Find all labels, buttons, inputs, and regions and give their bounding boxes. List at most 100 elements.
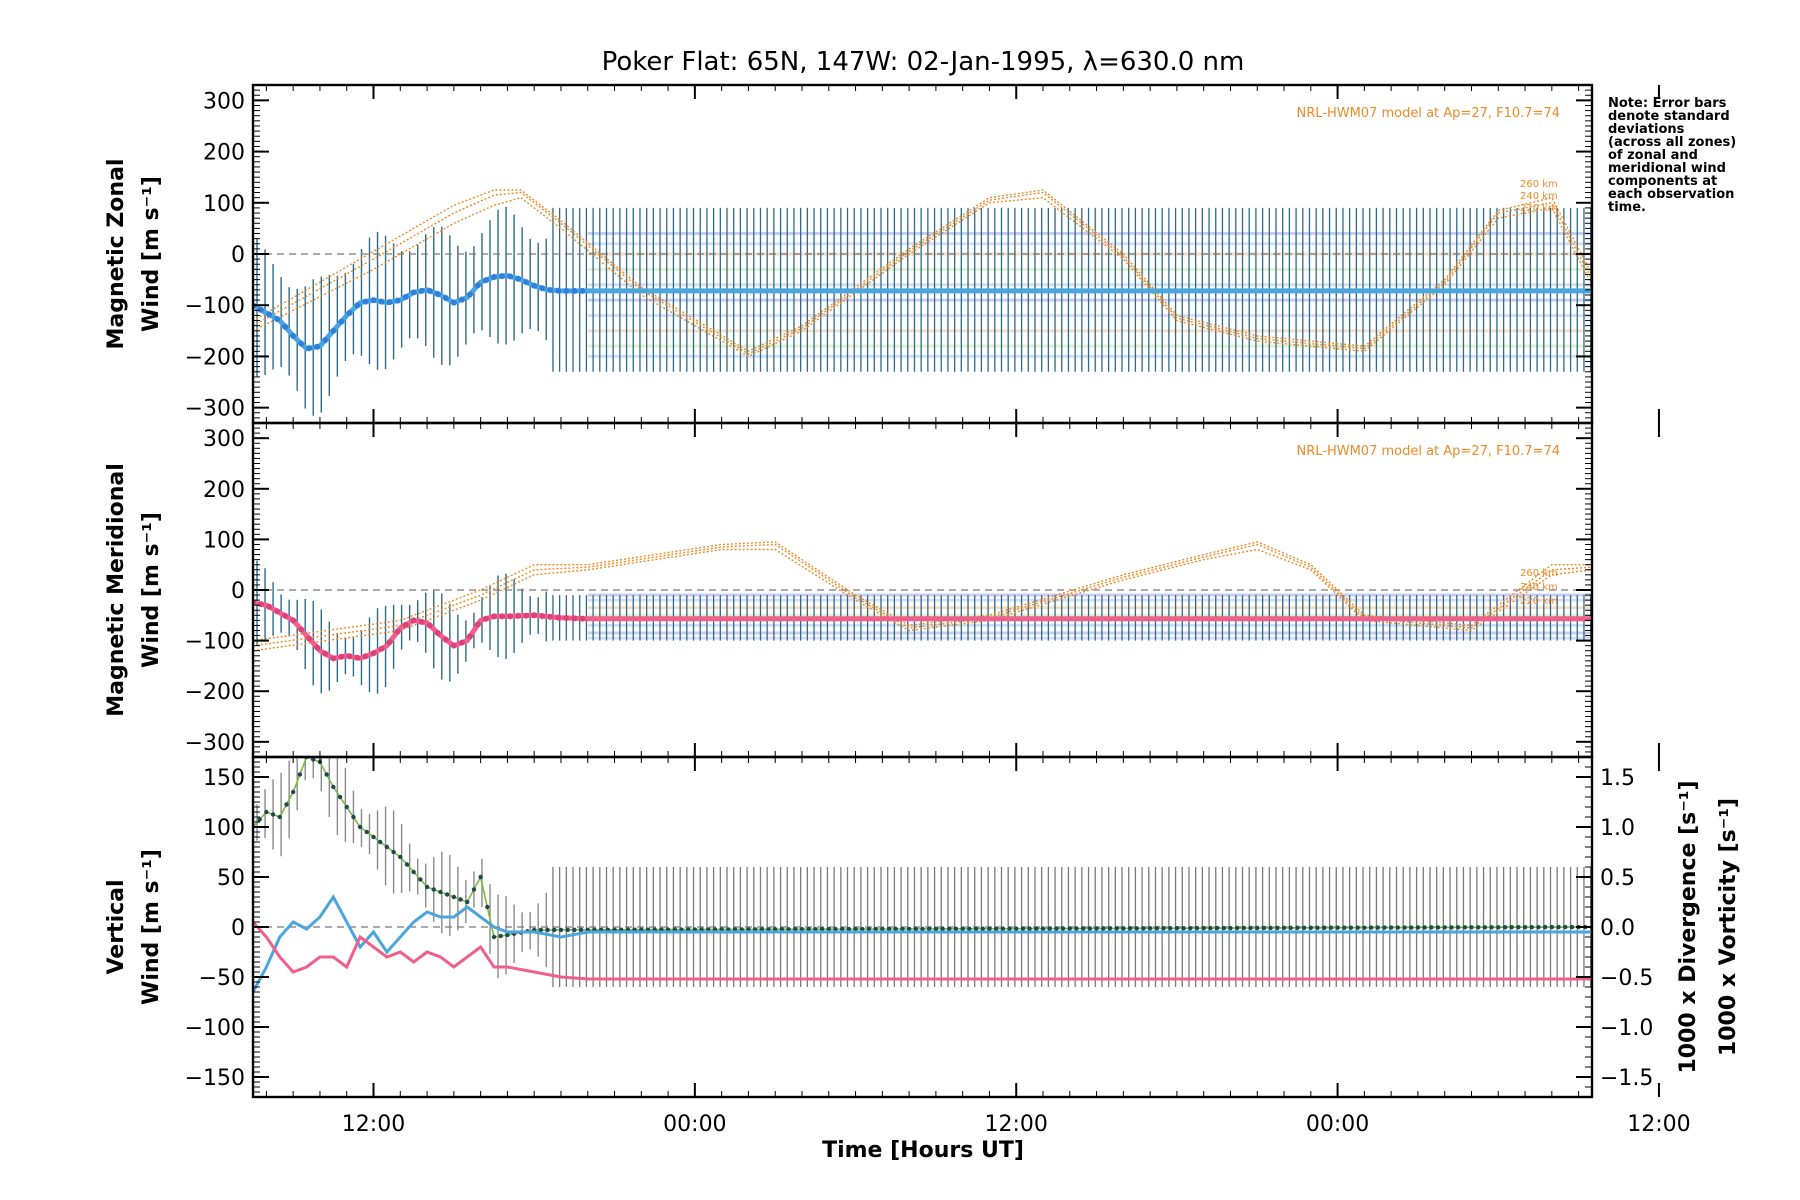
vertical-wind-point — [900, 926, 905, 932]
mean-wind-point — [266, 311, 273, 318]
vertical-wind-point — [1154, 926, 1160, 931]
vertical-wind-point — [926, 926, 932, 932]
vertical-wind-point — [1509, 925, 1514, 930]
vertical-wind-point — [1027, 926, 1032, 931]
vertical-wind-point — [1375, 925, 1380, 930]
vertical-wind-point — [1181, 925, 1186, 931]
mean-wind-point — [378, 645, 385, 652]
vertical-wind-point — [1455, 925, 1461, 930]
mean-wind-point — [410, 617, 417, 624]
vertical-wind-point — [364, 829, 370, 835]
vertical-wind-point — [1402, 925, 1407, 930]
mean-wind-point — [515, 275, 522, 282]
vertical-wind-point — [1241, 925, 1247, 931]
model-altitude-label: 240 km — [1520, 582, 1558, 593]
mean-wind-point — [306, 635, 313, 642]
y-tick-label: 0 — [231, 916, 245, 941]
vertical-wind-point — [418, 877, 423, 882]
vertical-wind-point — [786, 927, 791, 932]
y-tick-label: −300 — [185, 731, 245, 756]
y2-tick-label: 0.0 — [1600, 916, 1635, 941]
mean-wind-point — [539, 285, 546, 292]
vertical-wind-point — [819, 926, 825, 932]
vertical-wind-point — [1529, 924, 1534, 930]
note-line: denote standard — [1608, 109, 1730, 124]
mean-wind-point — [531, 612, 538, 619]
mean-wind-point — [410, 289, 417, 296]
vertical-wind-point — [1355, 925, 1360, 930]
vertical-wind-point — [1020, 926, 1026, 931]
vertical-wind-point — [1161, 926, 1166, 931]
panels: NRL-HWM07 model at Ap=27, F10.7=74 260 km… — [104, 83, 1741, 1137]
vertical-wind-point — [1489, 925, 1494, 930]
vertical-wind-point — [1054, 926, 1059, 931]
vertical-wind-point — [1301, 925, 1307, 931]
mean-wind-point — [555, 287, 562, 294]
vertical-wind-point — [799, 927, 805, 932]
model-label: NRL-HWM07 model at Ap=27, F10.7=74 — [1297, 106, 1561, 121]
vertical-wind-point — [806, 927, 811, 932]
plot-area — [253, 541, 1592, 694]
vertical-wind-point — [839, 926, 845, 932]
vertical-wind-point — [1214, 925, 1220, 931]
mean-wind-point — [499, 613, 506, 620]
vertical-wind-point — [880, 926, 885, 932]
y-tick-label: −200 — [185, 345, 245, 370]
vertical-wind-point — [752, 927, 758, 932]
vertical-wind-point — [813, 927, 818, 932]
vertical-wind-point — [1295, 925, 1300, 931]
vertical-wind-point — [913, 926, 919, 932]
vertical-wind-point — [933, 926, 939, 932]
vertical-wind-point — [1342, 925, 1347, 930]
note-line: of zonal and — [1608, 148, 1698, 163]
vertical-wind-point — [438, 889, 443, 895]
x-tick-label: 12:00 — [342, 1112, 405, 1137]
vertical-wind-point — [1409, 925, 1414, 930]
note-line: time. — [1608, 200, 1646, 215]
vertical-wind-point — [398, 854, 403, 860]
vertical-wind-point — [1127, 926, 1133, 931]
mean-wind-point — [346, 653, 353, 660]
vertical-wind-point — [404, 862, 410, 867]
vertical-wind-point — [311, 757, 316, 762]
vertical-wind-point — [980, 926, 985, 931]
mean-wind-point — [491, 613, 498, 620]
mean-wind-point — [290, 617, 297, 624]
mean-wind-point — [370, 650, 377, 657]
vertical-wind-point — [1482, 925, 1488, 930]
vertical-wind-point — [1101, 926, 1106, 931]
mean-wind-point — [282, 612, 289, 619]
mean-wind-point — [466, 633, 473, 640]
vertical-wind-point — [1134, 926, 1139, 931]
vertical-wind-point — [384, 844, 390, 850]
vertical-wind-point — [565, 927, 570, 933]
mean-wind-point — [330, 327, 337, 334]
model-altitude-label: 260 km — [1520, 179, 1558, 190]
mean-wind-point — [539, 613, 546, 620]
vertical-wind-point — [1248, 925, 1253, 931]
vertical-wind-point — [1556, 924, 1561, 930]
mean-wind-point — [515, 612, 522, 619]
mean-wind-point — [523, 279, 530, 286]
vertical-wind-point — [558, 927, 564, 933]
vertical-wind-point — [766, 927, 771, 932]
vertical-wind-point — [1549, 924, 1555, 930]
vertical-wind-point — [578, 927, 584, 933]
vertical-wind-point — [846, 926, 852, 932]
vertical-wind-point — [1496, 925, 1501, 930]
mean-wind-point — [274, 316, 281, 323]
y-tick-label: −150 — [185, 1066, 245, 1091]
vertical-wind-point — [538, 927, 544, 933]
vertical-wind-point — [1080, 926, 1086, 931]
y-tick-label: −100 — [185, 294, 245, 319]
x-tick-label: 00:00 — [663, 1112, 726, 1137]
vertical-wind-point — [1147, 926, 1153, 931]
mean-wind-point — [571, 615, 578, 622]
mean-wind-point — [402, 294, 409, 301]
y-axis-label: Magnetic Meridional — [104, 463, 129, 716]
mean-wind-point — [547, 287, 554, 294]
x-tick-label: 00:00 — [1306, 1112, 1369, 1137]
vertical-wind-point — [1040, 926, 1046, 931]
mean-wind-point — [434, 630, 441, 637]
vertical-wind-point — [1563, 924, 1568, 930]
